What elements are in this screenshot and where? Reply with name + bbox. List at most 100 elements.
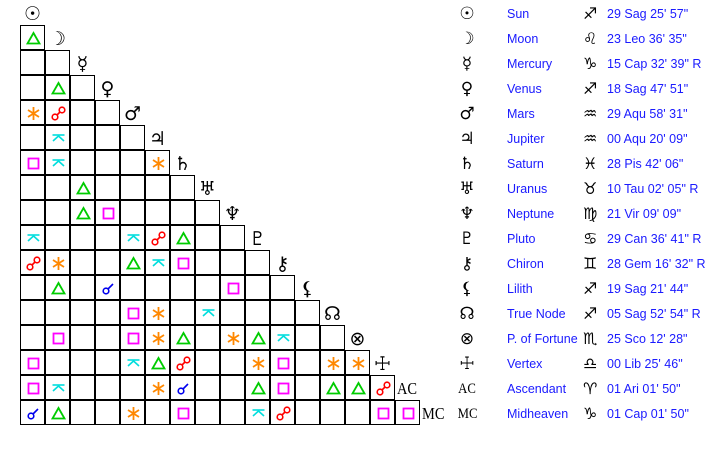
opposition-aspect-cell [44,99,70,125]
aspect-cell-empty [194,224,220,250]
square-icon [402,407,414,419]
square-aspect-cell [394,399,420,425]
sextile-icon [127,406,139,420]
zodiac-sign-icon: ♌ [583,29,598,48]
sextile-icon [152,306,164,320]
quincunx-aspect-cell [44,149,70,175]
sextile-icon [152,156,164,170]
aspect-cell-empty [19,174,45,200]
mars-icon: ♂ [459,104,475,124]
quincunx-aspect-cell [44,374,70,400]
conjunction-aspect-cell [94,274,120,300]
zodiac-sign-icon: ♊ [583,254,598,273]
body-name: Neptune [507,207,555,221]
lilith-glyph-icon: ⚸ [300,278,315,300]
aspect-cell-empty [44,49,70,75]
aspect-cell-empty [44,349,70,375]
true-node-icon: ☊ [459,304,475,324]
body-position: 25 Sco 12' 28" [607,332,688,346]
body-row-sun: ☉ Sun ♐ 29 Sag 25' 57" [452,4,705,30]
trine-icon [150,355,166,369]
aspect-cell-empty [69,249,95,275]
aspect-cell-empty [19,49,45,75]
aspect-cell-empty [94,124,120,150]
aspect-cell-empty [69,124,95,150]
aspect-cell-empty [44,199,70,225]
trine-aspect-cell [19,24,45,50]
mercury-icon: ☿ [461,54,473,74]
trine-aspect-cell [69,199,95,225]
quincunx-icon [276,333,290,342]
trine-aspect-cell [119,249,145,275]
body-row-mercury: ☿ Mercury ♑ 15 Cap 32' 39" R [452,54,705,80]
square-icon [52,332,64,344]
zodiac-sign-icon: ♉ [583,179,598,198]
aspect-cell-empty [119,199,145,225]
zodiac-sign-icon: ♒ [583,104,598,123]
square-icon [27,382,39,394]
body-name: Vertex [507,357,543,371]
aspect-cell-empty [219,349,245,375]
opposition-icon [150,230,166,246]
body-position: 28 Pis 42' 06" [607,157,684,171]
moon-glyph-icon: ☽ [48,28,67,50]
aspect-cell-empty [144,274,170,300]
conjunction-aspect-cell [169,374,195,400]
opposition-icon [375,380,391,396]
zodiac-sign-icon: ♒ [583,129,598,148]
body-name: True Node [507,307,566,321]
jupiter-icon: ♃ [459,129,475,149]
aspect-cell-empty [244,274,270,300]
body-name: Ascendant [507,382,567,396]
quincunx-icon [251,408,265,417]
opposition-icon [25,255,41,271]
aspect-cell-empty [69,299,95,325]
aspect-cell-empty [69,349,95,375]
aspect-cell-empty [119,174,145,200]
trine-icon [75,205,91,219]
p-of-fortune-glyph-icon: ⊗ [349,328,366,350]
aspect-cell-empty [94,399,120,425]
quincunx-aspect-cell [19,224,45,250]
square-icon [227,282,239,294]
square-aspect-cell [369,399,395,425]
square-aspect-cell [219,274,245,300]
zodiac-sign-icon: ♑ [583,404,598,423]
saturn-glyph-icon: ♄ [173,153,192,175]
jupiter-glyph-icon: ♃ [148,128,167,150]
body-position: 01 Ari 01' 50" [607,382,681,396]
quincunx-icon [126,233,140,242]
square-aspect-cell [169,399,195,425]
square-aspect-cell [44,324,70,350]
quincunx-icon [51,133,65,142]
body-position: 01 Cap 01' 50" [607,407,689,421]
body-row-true-node: ☊ True Node ♐ 05 Sag 52' 54" R [452,304,705,330]
body-name: Mars [507,107,535,121]
quincunx-icon [51,383,65,392]
aspect-cell-empty [69,224,95,250]
sun-glyph-icon: ☉ [23,3,42,25]
aspect-cell-empty [19,324,45,350]
trine-icon [250,380,266,394]
square-aspect-cell [119,299,145,325]
mercury-glyph-icon: ☿ [76,53,89,75]
aspect-cell-empty [194,324,220,350]
aspect-cell-empty [69,99,95,125]
sextile-icon [27,106,39,120]
body-position: 10 Tau 02' 05" R [607,182,699,196]
opposition-icon [275,405,291,421]
sextile-aspect-cell [144,299,170,325]
body-row-jupiter: ♃ Jupiter ♒ 00 Aqu 20' 09" [452,129,705,155]
opposition-aspect-cell [269,399,295,425]
sextile-aspect-cell [219,324,245,350]
body-row-vertex: ☩ Vertex ♎ 00 Lib 25' 46" [452,354,705,380]
zodiac-sign-icon: ♑ [583,54,598,73]
trine-aspect-cell [344,374,370,400]
aspect-cell-empty [94,349,120,375]
square-aspect-cell [269,374,295,400]
body-row-pluto: ♇ Pluto ♋ 29 Can 36' 41" R [452,229,705,255]
uranus-icon: ♅ [459,179,475,199]
body-position: 19 Sag 21' 44" [607,282,689,296]
aspect-cell-empty [269,274,295,300]
aspect-cell-empty [219,299,245,325]
